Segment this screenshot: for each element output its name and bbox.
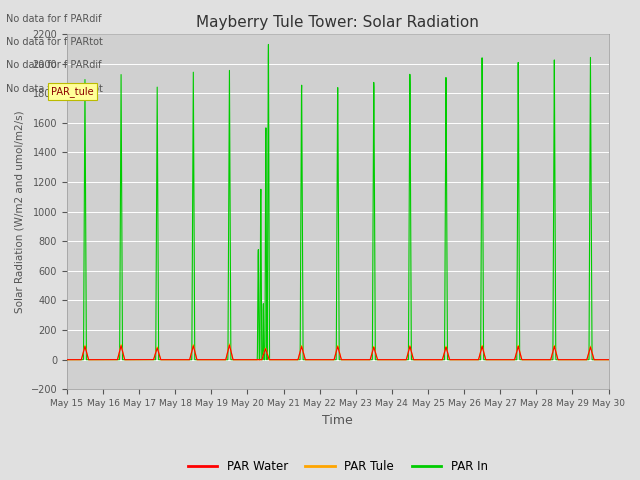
Text: PAR_tule: PAR_tule [51,86,94,97]
Text: No data for f PARdif: No data for f PARdif [6,60,102,71]
Text: No data for f PARtot: No data for f PARtot [6,84,103,94]
Text: No data for f PARdif: No data for f PARdif [6,14,102,24]
Text: No data for f PARtot: No data for f PARtot [6,37,103,48]
X-axis label: Time: Time [323,414,353,427]
Title: Mayberry Tule Tower: Solar Radiation: Mayberry Tule Tower: Solar Radiation [196,15,479,30]
Legend: PAR Water, PAR Tule, PAR In: PAR Water, PAR Tule, PAR In [183,456,493,478]
Y-axis label: Solar Radiation (W/m2 and umol/m2/s): Solar Radiation (W/m2 and umol/m2/s) [15,110,25,313]
